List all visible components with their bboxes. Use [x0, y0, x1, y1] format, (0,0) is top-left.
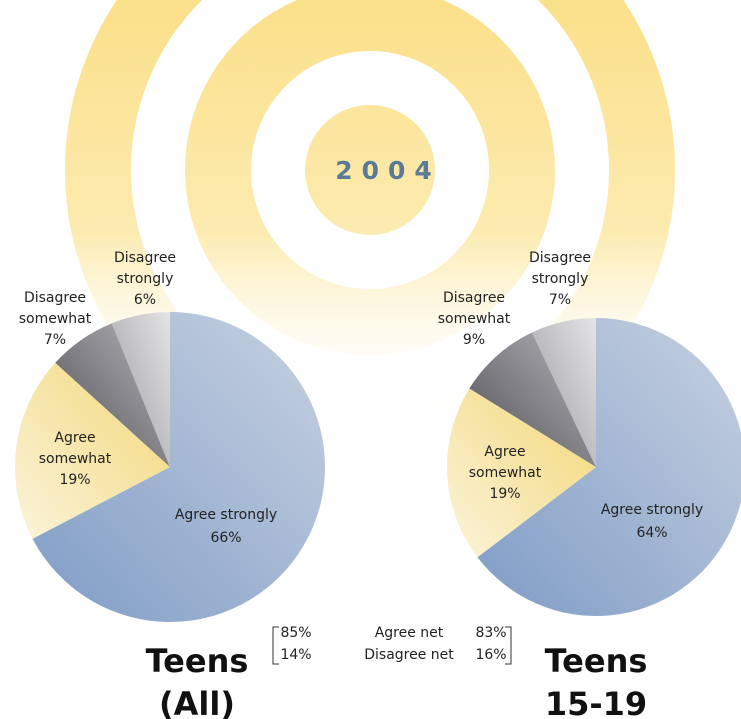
slice-value: 7%: [44, 332, 66, 348]
pie-slice: [32, 312, 325, 622]
background-rings: [65, 0, 675, 475]
pie-title: Teens (All): [146, 642, 249, 719]
slice-label: Agree strongly: [175, 507, 277, 523]
slice-label: Disagree strongly: [529, 250, 591, 287]
slice-value: 64%: [636, 525, 667, 541]
pie-slice: [15, 362, 171, 539]
pie-slice: [469, 332, 596, 467]
slice-label: Agree strongly: [601, 502, 703, 518]
pie-slice: [55, 323, 170, 467]
slice-label: Agree somewhat: [39, 430, 112, 467]
net-label: Disagree net: [364, 647, 454, 663]
year-title: 2004: [335, 156, 441, 185]
slice-label: Disagree somewhat: [438, 290, 511, 327]
net-value: 85%: [280, 625, 311, 641]
ring: [185, 0, 555, 355]
net-label: Agree net: [375, 625, 444, 641]
slice-value: 9%: [463, 332, 485, 348]
slice-label: Agree somewhat: [469, 444, 542, 481]
ring-core: [305, 105, 435, 235]
bracket: [272, 626, 279, 665]
slice-label: Disagree somewhat: [19, 290, 92, 327]
net-value: 83%: [475, 625, 506, 641]
pie-title: Teens 15-19: [545, 642, 648, 719]
bracket: [505, 626, 512, 665]
slice-value: 19%: [489, 486, 520, 502]
pie-slice: [447, 388, 596, 558]
pie-slice: [111, 312, 170, 467]
ring: [65, 0, 675, 475]
net-value: 16%: [475, 647, 506, 663]
slice-label: Disagree strongly: [114, 250, 176, 287]
net-value: 14%: [280, 647, 311, 663]
pie-slice: [531, 318, 596, 467]
slice-value: 7%: [549, 292, 571, 308]
slice-value: 66%: [210, 530, 241, 546]
pie-slice: [477, 318, 741, 616]
slice-value: 19%: [59, 472, 90, 488]
slice-value: 6%: [134, 292, 156, 308]
